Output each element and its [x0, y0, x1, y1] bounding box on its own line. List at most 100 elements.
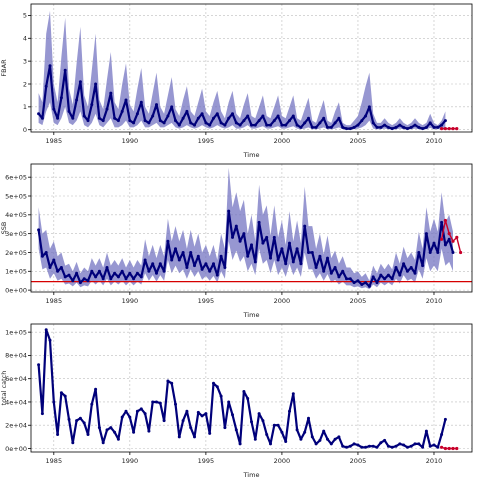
catch-data-point — [390, 445, 394, 449]
fbar-data-point — [212, 116, 215, 120]
ssb-data-point — [440, 220, 444, 224]
catch-data-point — [231, 413, 234, 417]
catch-x-tick-label: 1985 — [46, 457, 63, 465]
ssb-data-point — [200, 267, 204, 271]
ssb-data-point — [238, 239, 242, 243]
ssb-data-point — [398, 273, 402, 277]
catch-data-point — [276, 423, 280, 427]
fbar-x-tick-label: 2005 — [350, 137, 367, 145]
ssb-data-point — [310, 251, 314, 254]
ssb-x-tick-label: 1990 — [122, 297, 139, 305]
fbar-data-point — [86, 119, 90, 123]
catch-y-tick-label: 6e+04 — [5, 375, 27, 383]
catch-data-point — [166, 379, 170, 383]
catch-data-point — [219, 394, 223, 398]
fbar-data-point — [135, 112, 139, 116]
fbar-data-point — [398, 123, 402, 127]
fbar-data-point — [132, 121, 136, 125]
ssb-data-point — [253, 260, 257, 264]
ssb-data-point — [288, 241, 291, 245]
catch-data-point — [432, 443, 436, 447]
fbar-data-point — [147, 121, 151, 125]
catch-data-point — [383, 438, 387, 442]
catch-panel: 1985 1990 1995 2000 2005 2010 0e+00 2e+04 4e+04 6… — [0, 323, 473, 479]
fbar-x-tick-label: 1990 — [122, 137, 139, 145]
fbar-data-point — [170, 105, 174, 109]
catch-data-point — [345, 445, 348, 449]
catch-data-point — [348, 444, 352, 448]
catch-data-point — [314, 442, 318, 446]
fbar-data-point — [432, 125, 436, 129]
fbar-y-tick-label: 4 — [23, 35, 27, 43]
ssb-projection-point — [440, 237, 444, 241]
ssb-data-point — [272, 235, 276, 239]
ssb-data-point — [424, 232, 428, 236]
catch-data-point — [82, 421, 86, 425]
fbar-data-point — [413, 123, 417, 127]
catch-data-point — [284, 440, 288, 443]
ssb-x-tick-label: 2005 — [350, 297, 367, 305]
catch-data-point — [257, 412, 261, 416]
ssb-data-point — [337, 275, 341, 279]
catch-data-point — [261, 419, 265, 423]
ssb-data-point — [348, 277, 352, 281]
fbar-data-point — [67, 109, 71, 113]
fbar-data-point — [94, 82, 98, 86]
catch-data-point — [280, 430, 284, 434]
catch-data-point — [177, 435, 181, 439]
ssb-data-point — [63, 275, 67, 279]
ssb-data-point — [329, 271, 333, 275]
ssb-data-point — [124, 277, 128, 281]
ssb-data-point — [295, 247, 299, 251]
fbar-data-point — [158, 119, 162, 123]
ssb-data-point — [166, 239, 170, 243]
catch-data-point — [238, 442, 242, 446]
fbar-y-tick-label: 0 — [23, 126, 27, 134]
ssb-data-point — [284, 262, 288, 266]
fbar-data-point — [352, 125, 356, 129]
ssb-data-point — [113, 271, 117, 275]
fbar-data-point — [181, 116, 185, 120]
ssb-data-point — [143, 258, 147, 262]
ssb-data-point — [135, 271, 139, 275]
fbar-data-point — [360, 119, 364, 123]
ssb-data-point — [436, 251, 440, 254]
ssb-data-point — [139, 275, 143, 279]
ssb-data-point — [318, 254, 322, 258]
catch-data-point — [223, 426, 227, 430]
catch-data-point — [299, 437, 303, 441]
ssb-data-point — [75, 271, 79, 275]
fbar-data-point — [246, 114, 250, 118]
fbar-y-tick-label: 1 — [23, 103, 27, 111]
catch-y-axis-label: total catch — [0, 371, 8, 406]
catch-data-point — [417, 442, 421, 446]
ssb-data-point — [158, 262, 162, 266]
ssb-data-point — [421, 264, 425, 268]
catch-data-point — [158, 401, 162, 405]
fbar-data-point — [405, 127, 409, 131]
ssb-data-point — [314, 266, 318, 269]
catch-data-point — [113, 430, 117, 434]
ssb-y-axis-label: SSB — [0, 222, 8, 235]
ssb-data-point — [52, 258, 56, 262]
ssb-data-point — [443, 243, 447, 247]
ssb-data-point — [105, 266, 109, 269]
catch-data-point — [337, 435, 341, 439]
catch-data-point — [44, 328, 48, 332]
ssb-y-tick-label: 2e+05 — [5, 249, 27, 257]
fbar-data-point — [341, 125, 345, 129]
fbar-data-point — [234, 121, 238, 125]
ssb-data-point — [227, 209, 231, 213]
ssb-y-tick-label: 6e+05 — [5, 173, 27, 181]
ssb-data-point — [116, 275, 120, 279]
ssb-data-point — [345, 277, 348, 281]
fbar-data-point — [143, 119, 147, 123]
fbar-projection-point — [451, 127, 455, 131]
catch-data-point — [63, 394, 67, 398]
catch-x-tick-label: 1990 — [122, 457, 139, 465]
catch-y-tick-label: 2e+04 — [5, 422, 27, 430]
ssb-data-point — [371, 275, 375, 279]
ssb-projection-point — [443, 218, 447, 223]
catch-data-point — [151, 400, 155, 404]
